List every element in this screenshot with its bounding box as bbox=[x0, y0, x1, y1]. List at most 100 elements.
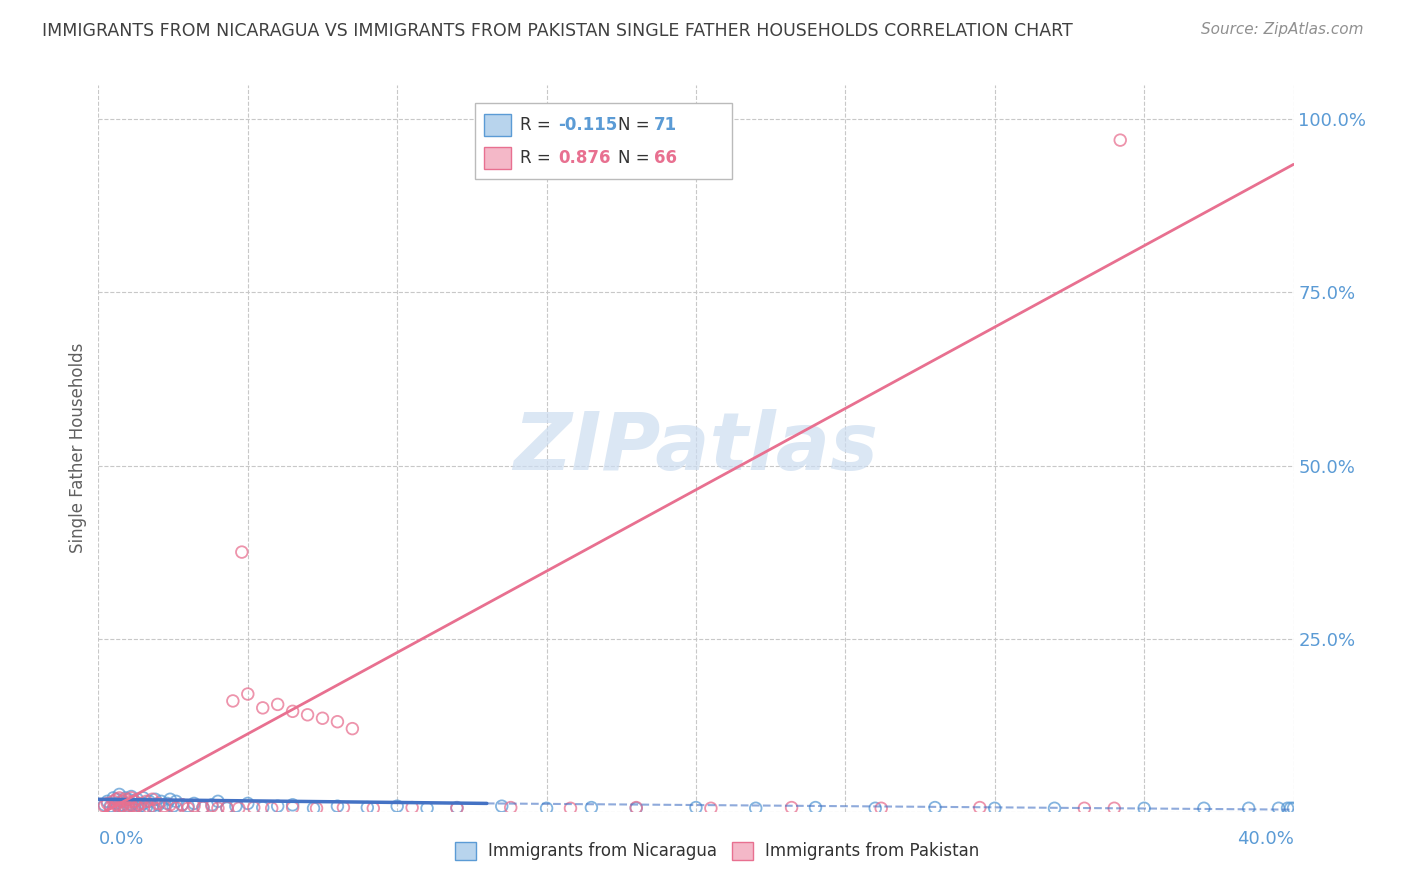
Text: N =: N = bbox=[619, 149, 650, 167]
FancyBboxPatch shape bbox=[475, 103, 733, 179]
Point bbox=[446, 801, 468, 815]
Point bbox=[685, 800, 707, 814]
Point bbox=[231, 545, 253, 559]
Point bbox=[416, 801, 439, 815]
Point bbox=[105, 797, 128, 811]
Point bbox=[281, 704, 304, 718]
Point bbox=[385, 799, 409, 814]
Point bbox=[165, 800, 187, 814]
Point bbox=[191, 800, 214, 814]
Point bbox=[108, 788, 131, 802]
Point bbox=[98, 800, 122, 814]
Point bbox=[252, 800, 274, 814]
Point bbox=[326, 714, 349, 729]
Point bbox=[201, 799, 224, 814]
Point bbox=[111, 794, 134, 808]
Point bbox=[446, 800, 468, 814]
Text: -0.115: -0.115 bbox=[558, 116, 617, 134]
Point bbox=[98, 799, 122, 814]
Point bbox=[225, 799, 247, 814]
FancyBboxPatch shape bbox=[485, 147, 510, 169]
Point bbox=[127, 799, 149, 814]
Point bbox=[165, 794, 187, 808]
Text: 0.0%: 0.0% bbox=[98, 830, 143, 848]
Point bbox=[581, 800, 603, 814]
Point bbox=[120, 790, 142, 805]
Point bbox=[111, 794, 134, 808]
Point bbox=[363, 801, 385, 815]
Point bbox=[117, 792, 139, 806]
Point bbox=[159, 792, 181, 806]
Point bbox=[132, 790, 155, 805]
Point bbox=[127, 792, 149, 806]
Point bbox=[105, 792, 128, 806]
Text: R =: R = bbox=[520, 149, 551, 167]
Point bbox=[148, 797, 170, 811]
Point bbox=[969, 800, 991, 814]
Point bbox=[153, 799, 176, 814]
Point bbox=[114, 801, 136, 815]
Point bbox=[243, 800, 266, 814]
Point bbox=[236, 797, 259, 811]
Point bbox=[215, 801, 238, 815]
Point bbox=[700, 801, 723, 815]
Point bbox=[143, 792, 166, 806]
Point bbox=[93, 797, 115, 812]
Text: 71: 71 bbox=[654, 116, 678, 134]
Point bbox=[108, 799, 131, 814]
Point bbox=[1043, 801, 1066, 815]
Point bbox=[141, 792, 163, 806]
Point bbox=[236, 687, 259, 701]
Point bbox=[311, 711, 333, 725]
Point bbox=[172, 797, 194, 812]
Point bbox=[183, 797, 205, 811]
Point bbox=[124, 794, 146, 808]
Point bbox=[215, 800, 238, 814]
Text: Immigrants from Pakistan: Immigrants from Pakistan bbox=[765, 842, 980, 861]
Point bbox=[302, 801, 325, 815]
Point bbox=[96, 797, 118, 811]
Point bbox=[124, 794, 146, 808]
Point bbox=[103, 790, 125, 805]
Point bbox=[138, 800, 160, 814]
Point bbox=[124, 801, 146, 815]
Point bbox=[252, 701, 274, 715]
Point bbox=[281, 800, 304, 814]
Point bbox=[745, 801, 768, 815]
Point bbox=[177, 799, 200, 814]
Point bbox=[111, 797, 134, 812]
Point bbox=[228, 801, 250, 815]
FancyBboxPatch shape bbox=[733, 842, 754, 861]
Point bbox=[105, 792, 128, 806]
Y-axis label: Single Father Households: Single Father Households bbox=[69, 343, 87, 553]
Point bbox=[332, 800, 354, 814]
Point bbox=[1277, 801, 1299, 815]
Text: 0.876: 0.876 bbox=[558, 149, 612, 167]
Point bbox=[1133, 801, 1156, 815]
Point bbox=[984, 801, 1007, 815]
Point bbox=[281, 797, 304, 812]
Point bbox=[135, 794, 157, 808]
Point bbox=[103, 794, 125, 808]
Point bbox=[1073, 801, 1095, 815]
Text: 66: 66 bbox=[654, 149, 678, 167]
Point bbox=[870, 801, 893, 815]
Point bbox=[297, 707, 319, 722]
Point bbox=[1282, 801, 1305, 815]
Point bbox=[305, 801, 328, 815]
Point bbox=[201, 797, 224, 812]
Point bbox=[924, 800, 946, 814]
Point bbox=[129, 797, 152, 811]
Point bbox=[780, 800, 803, 814]
Point bbox=[1279, 801, 1302, 815]
Point bbox=[326, 799, 349, 814]
Point bbox=[143, 801, 166, 815]
Point bbox=[129, 799, 152, 814]
Text: Source: ZipAtlas.com: Source: ZipAtlas.com bbox=[1201, 22, 1364, 37]
Text: Immigrants from Nicaragua: Immigrants from Nicaragua bbox=[488, 842, 717, 861]
Point bbox=[626, 800, 648, 814]
Point bbox=[114, 792, 136, 806]
Point bbox=[1192, 801, 1215, 815]
Point bbox=[401, 800, 423, 814]
Point bbox=[150, 794, 173, 808]
